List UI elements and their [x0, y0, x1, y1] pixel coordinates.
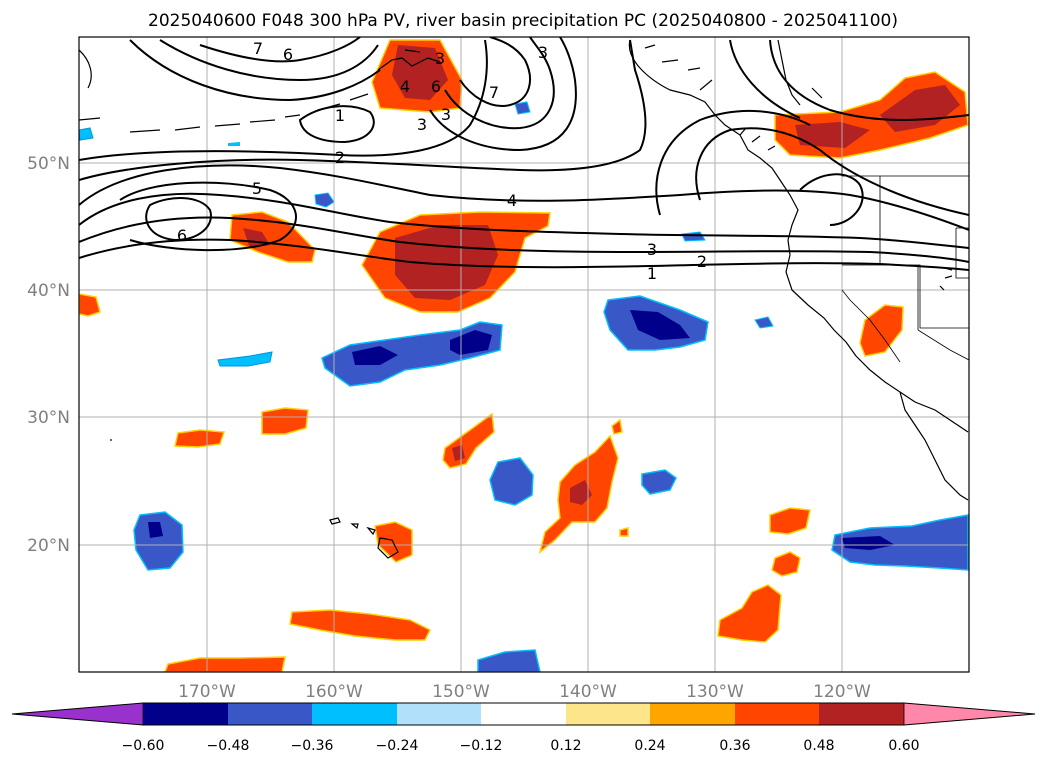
longitude-labels: 170°W 160°W 150°W 140°W 130°W 120°W	[178, 682, 871, 702]
colorbar-segment	[397, 703, 481, 725]
contour-label: 3	[435, 49, 445, 68]
lon-label: 140°W	[559, 682, 617, 702]
colorbar-tick-label: 0.48	[803, 738, 834, 754]
lat-label: 20°N	[27, 536, 70, 556]
colorbar-tick-label: 0.12	[550, 738, 581, 754]
colorbar: −0.60 −0.48 −0.36 −0.24 −0.12 0.12 0.24 …	[11, 702, 1036, 754]
map-area: 7 6 1 2 5 6 4 3 2 1 3 4 6 3 3 7 3	[79, 37, 969, 672]
contour-label: 7	[489, 83, 499, 102]
contour-label: 2	[335, 148, 345, 167]
colorbar-tick-label: 0.36	[719, 738, 750, 754]
colorbar-tick-label: −0.12	[460, 738, 503, 754]
lon-label: 160°W	[305, 682, 363, 702]
positive-precip-shading	[79, 39, 969, 672]
contour-labels: 7 6 1 2 5 6 4 3 2 1 3 4 6 3 3 7 3	[177, 39, 707, 283]
lon-label: 130°W	[686, 682, 744, 702]
colorbar-segment	[819, 703, 904, 725]
latitude-labels: 50°N 40°N 30°N 20°N	[27, 154, 70, 556]
lat-label: 30°N	[27, 408, 70, 428]
contour-label: 6	[177, 226, 187, 245]
colorbar-segment	[228, 703, 312, 725]
contour-label: 2	[697, 252, 707, 271]
colorbar-tick-label: −0.60	[122, 738, 165, 754]
colorbar-tick-label: −0.24	[376, 738, 419, 754]
contour-label: 1	[335, 106, 345, 125]
colorbar-tick-label: −0.48	[207, 738, 250, 754]
contour-label: 3	[538, 43, 548, 62]
negative-precip-shading	[79, 101, 969, 672]
contour-label: 3	[441, 105, 451, 124]
lon-label: 120°W	[813, 682, 871, 702]
colorbar-segment	[650, 703, 735, 725]
contour-label: 6	[431, 77, 441, 96]
contour-label: 3	[417, 115, 427, 134]
colorbar-segment	[481, 703, 566, 725]
colorbar-tick-label: 0.60	[888, 738, 919, 754]
lat-label: 40°N	[27, 281, 70, 301]
contour-label: 3	[647, 240, 657, 259]
contour-label: 4	[400, 77, 410, 96]
figure-title: 2025040600 F048 300 hPa PV, river basin …	[148, 11, 898, 31]
colorbar-segment	[735, 703, 819, 725]
grid-lines	[79, 37, 969, 672]
pv-contours	[79, 37, 969, 271]
colorbar-max-extension	[904, 703, 1035, 725]
map-frame	[78, 36, 970, 673]
colorbar-tick-label: 0.24	[634, 738, 665, 754]
colorbar-segment	[143, 703, 228, 725]
colorbar-tick-label: −0.36	[291, 738, 334, 754]
contour-label: 7	[253, 39, 263, 58]
lon-label: 170°W	[178, 682, 236, 702]
contour-label: 1	[647, 264, 657, 283]
lon-label: 150°W	[432, 682, 490, 702]
contour-label: 4	[507, 191, 517, 210]
colorbar-min-extension	[12, 703, 143, 725]
contour-label: 5	[252, 179, 262, 198]
lat-label: 50°N	[27, 154, 70, 174]
colorbar-segment	[312, 703, 397, 725]
contour-label: 6	[283, 45, 293, 64]
colorbar-segment	[566, 703, 650, 725]
